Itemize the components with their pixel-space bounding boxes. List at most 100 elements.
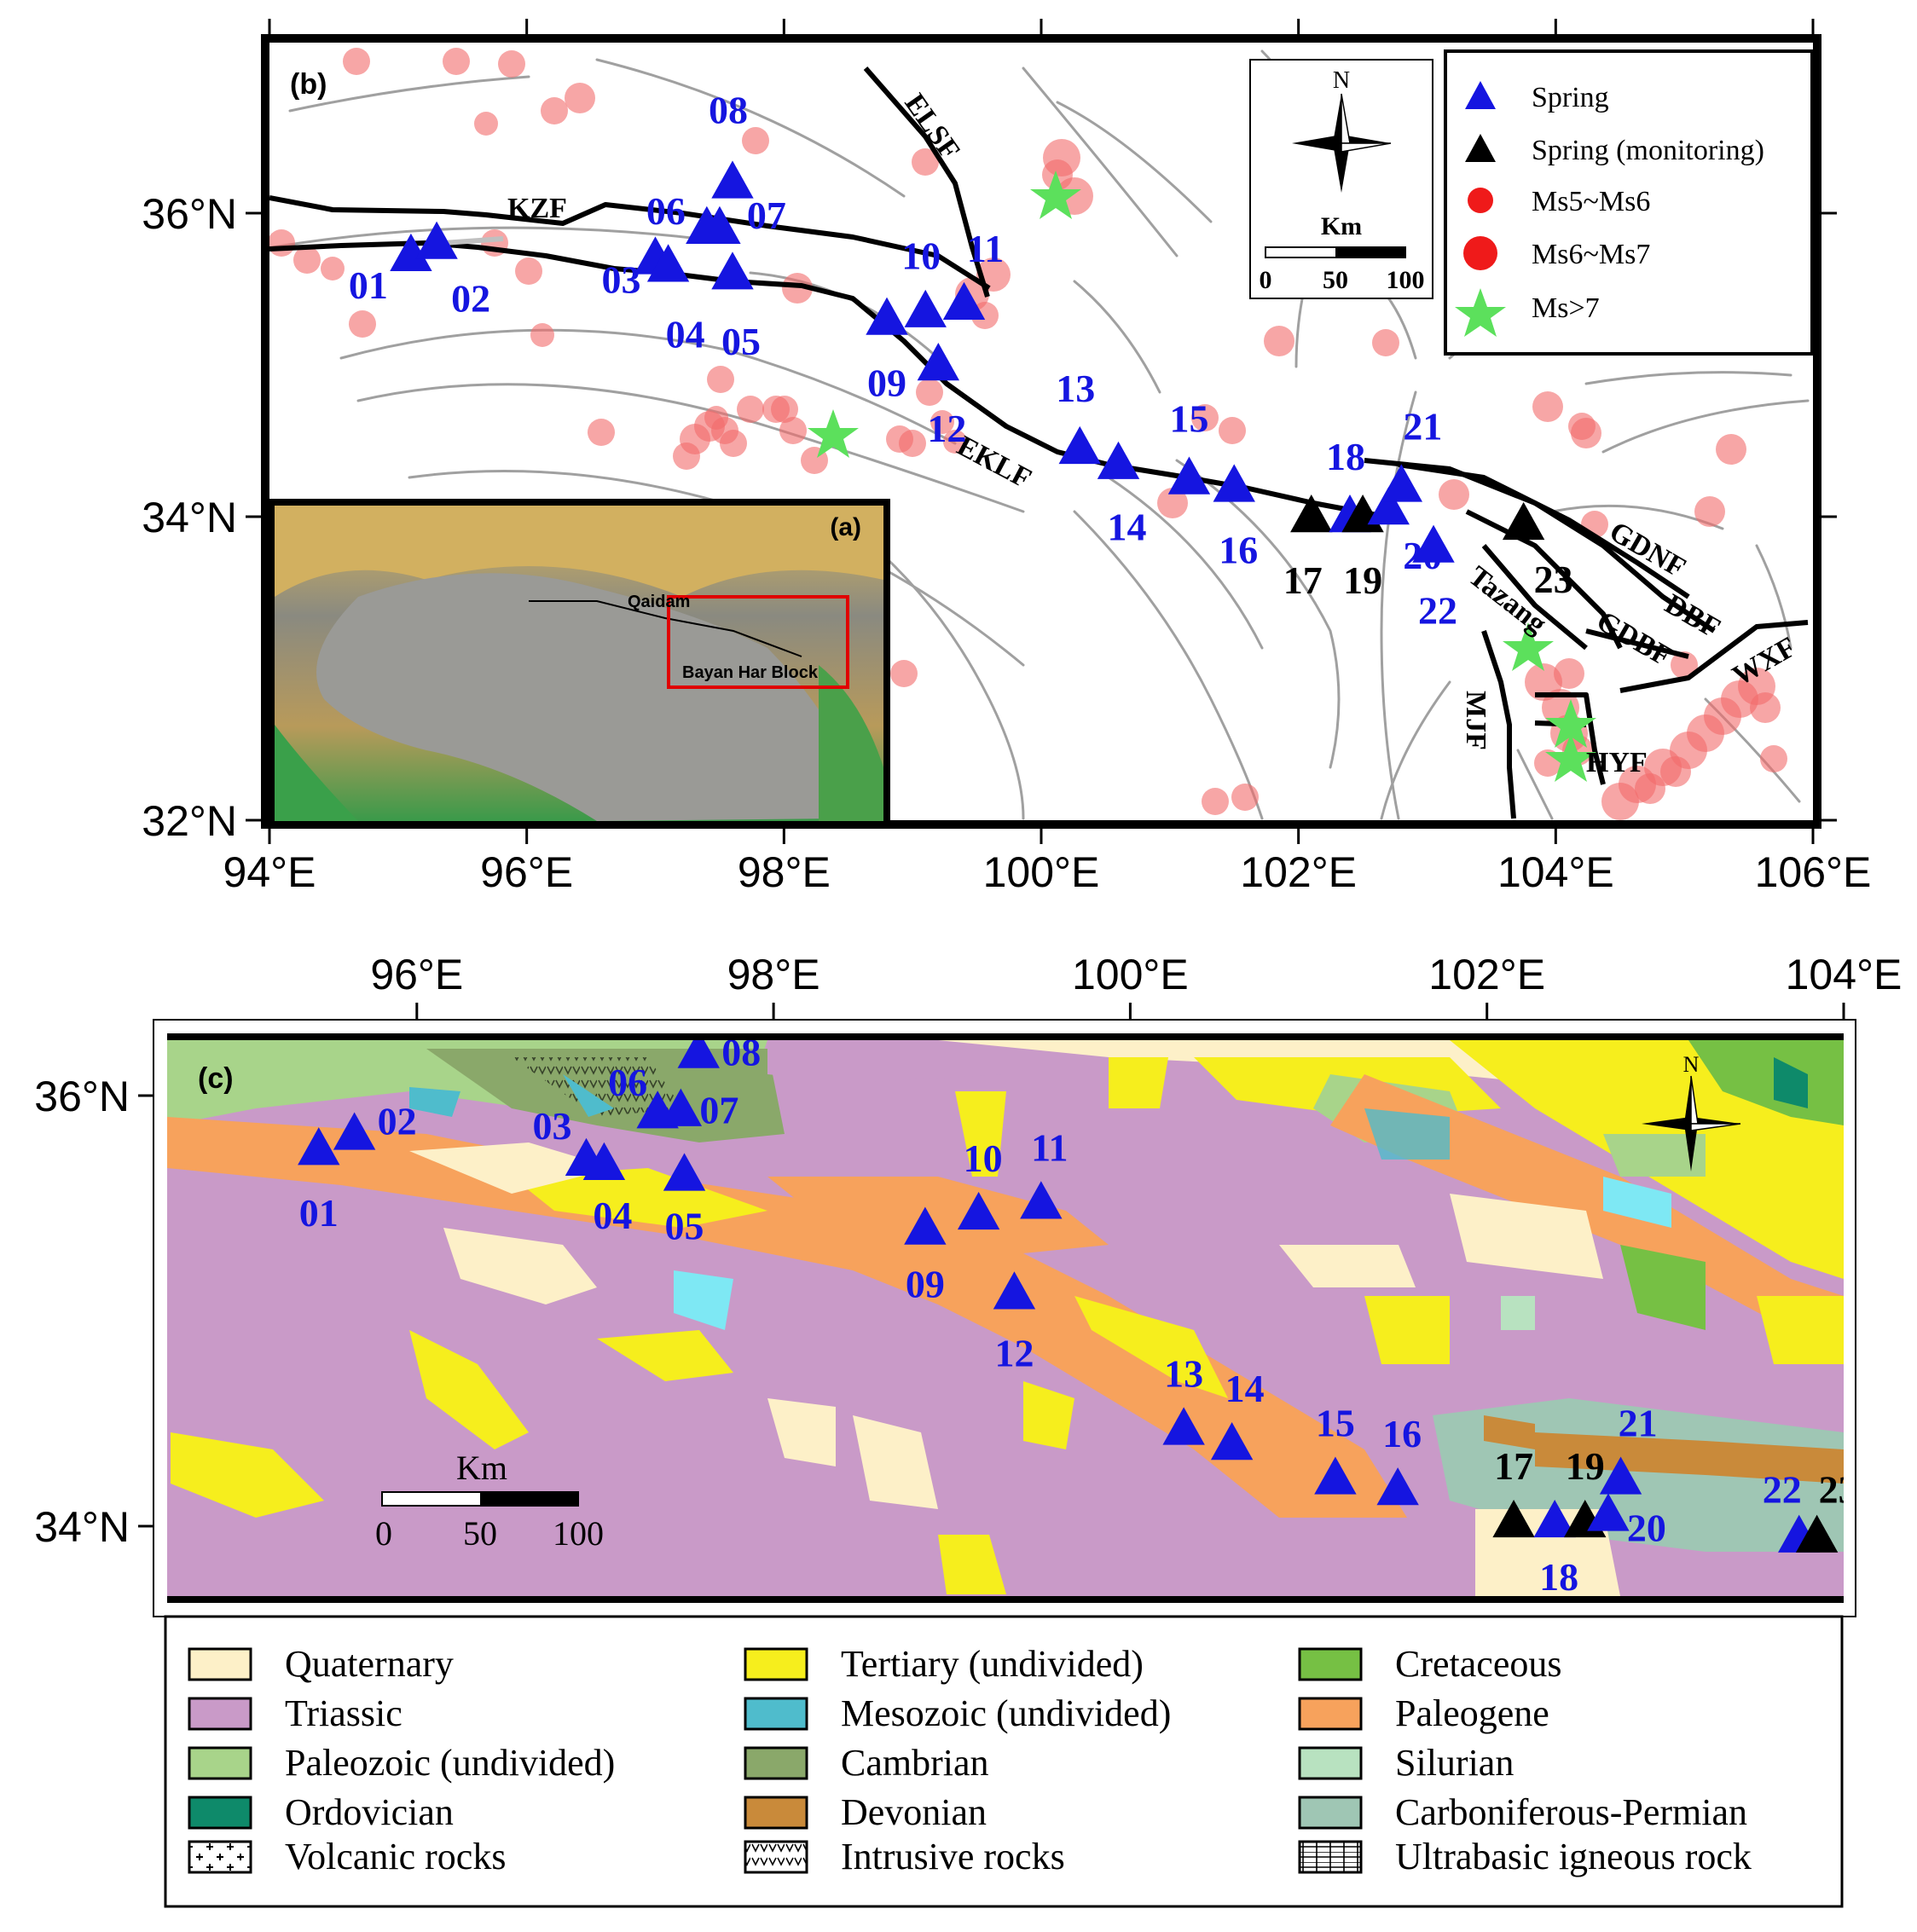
spring-marker	[711, 160, 754, 199]
compass-icon	[1642, 1075, 1741, 1171]
legend-swatch	[1298, 1796, 1363, 1830]
spring-label: 12	[927, 407, 966, 450]
spring-marker	[1058, 425, 1101, 465]
legend-label: Paleozoic (undivided)	[285, 1742, 615, 1784]
spring-marker	[904, 289, 947, 327]
x-tick-label: 100°E	[1072, 951, 1189, 998]
inset-a: (a) Qaidam Bayan Har Block	[268, 499, 890, 824]
spring-label: 10	[964, 1137, 1003, 1180]
ms5-icon	[1468, 188, 1493, 213]
spring-marker	[663, 1153, 706, 1191]
legend-swatch	[188, 1647, 252, 1681]
y-tick-label: 34°N	[34, 1503, 130, 1551]
x-tick-label: 98°E	[738, 848, 831, 896]
scale-c: Km 0 50 100	[375, 1449, 604, 1553]
spring-label: 03	[533, 1104, 572, 1148]
spring-marker	[298, 1127, 340, 1166]
spring-monitoring-icon	[1465, 134, 1496, 162]
spring-label: 13	[1164, 1351, 1203, 1395]
spring-marker	[390, 233, 432, 272]
panel-c: 01 02 03 04 05 06 07 08 09 10 11 12 13 14 15 16 17 18 19 20…	[34, 951, 1902, 1617]
spring-label: 18	[1539, 1555, 1578, 1599]
spring-marker	[1412, 524, 1455, 563]
legend-b: Spring Spring (monitoring) Ms5~Ms6 Ms6~M…	[1444, 49, 1814, 356]
ms7-stars	[808, 171, 1596, 782]
spring-icon	[1465, 81, 1496, 109]
spring-marker	[677, 1040, 720, 1068]
spring-label: 07	[699, 1089, 738, 1132]
spring-label: 23	[1534, 558, 1573, 601]
legend-spring-monitoring: Spring (monitoring)	[1532, 135, 1764, 166]
legend-swatch	[188, 1746, 252, 1780]
legend-label: Cretaceous	[1395, 1643, 1561, 1685]
spring-label: 16	[1219, 528, 1258, 571]
spring-label: 13	[1056, 367, 1095, 410]
y-tick-label: 36°N	[142, 190, 237, 238]
spring-marker	[646, 244, 690, 282]
legend-swatch	[1298, 1840, 1363, 1874]
spring-marker	[1502, 501, 1545, 541]
scale-unit: Km	[456, 1449, 507, 1487]
legend-swatch	[744, 1697, 808, 1731]
spring-label: 01	[299, 1191, 339, 1235]
spring-marker	[415, 221, 458, 259]
legend-swatch	[188, 1697, 252, 1731]
legend-swatch	[188, 1796, 252, 1830]
spring-marker	[957, 1191, 1000, 1230]
spring-label: 15	[1316, 1401, 1355, 1444]
spring-label: 21	[1619, 1401, 1658, 1444]
legend-ms6: Ms6~Ms7	[1532, 239, 1650, 270]
x-tick-label: 98°E	[727, 951, 820, 998]
x-tick-label: 102°E	[1428, 951, 1545, 998]
legend-label: Triassic	[285, 1692, 403, 1734]
legend-swatch	[744, 1796, 808, 1830]
legend-label: Devonian	[841, 1791, 987, 1833]
compass-n: N	[1333, 67, 1350, 94]
spring-label: 08	[721, 1031, 761, 1074]
geology-polygons	[167, 1040, 1844, 1596]
legend-swatch	[744, 1746, 808, 1780]
spring-marker	[1376, 1467, 1419, 1506]
inset-bayan: Bayan Har Block	[682, 663, 819, 682]
spring-label: 19	[1343, 558, 1382, 602]
legend-label: Tertiary (undivided)	[841, 1643, 1144, 1685]
spring-marker	[659, 1088, 703, 1126]
x-tick-label: 104°E	[1786, 951, 1903, 998]
spring-label: 07	[747, 194, 786, 237]
legend-label: Volcanic rocks	[285, 1836, 506, 1877]
spring-label: 05	[721, 320, 761, 363]
compass-icon	[1292, 93, 1392, 193]
spring-marker	[582, 1142, 626, 1180]
spring-label: 01	[349, 263, 388, 307]
spring-marker	[333, 1112, 376, 1150]
spring-label: 16	[1382, 1412, 1422, 1455]
earthquake-epicenters	[269, 48, 1787, 820]
spring-marker	[1492, 1499, 1535, 1538]
scale-0: 0	[1260, 266, 1272, 294]
legend-ms5: Ms5~Ms6	[1532, 186, 1650, 217]
springs-c: 01 02 03 04 05 06 07 08 09 10 11 12 13 14 15 16 17 18 19 20…	[298, 1031, 1844, 1599]
panel-label: (b)	[290, 68, 327, 101]
spring-label: 04	[593, 1194, 632, 1237]
inset-label: (a)	[830, 513, 861, 541]
spring-label: 06	[608, 1061, 647, 1104]
legend-label: Mesozoic (undivided)	[841, 1692, 1171, 1734]
axis-b: 94°E 96°E 98°E 100°E 102°E 104°E 106°E 36°N 34°N…	[142, 19, 1871, 896]
spring-label: 06	[646, 189, 686, 233]
axis-c: 96°E 98°E 100°E 102°E 104°E 36°N 34°N	[34, 951, 1902, 1551]
panel-label: (c)	[198, 1062, 234, 1095]
spring-label: 10	[901, 234, 941, 278]
spring-label: 20	[1627, 1506, 1666, 1549]
ms6-icon	[1463, 236, 1497, 270]
spring-label: 08	[709, 88, 748, 131]
spring-label: 17	[1283, 558, 1323, 602]
spring-marker	[904, 1206, 947, 1245]
spring-marker	[1795, 1514, 1839, 1553]
geology-legend: Quaternary Tertiary (undivided) Cretaceous…	[164, 1615, 1844, 1908]
spring-marker	[1380, 464, 1423, 502]
x-tick-label: 104°E	[1497, 848, 1614, 896]
compass-box: N Km 0 50 100	[1249, 59, 1433, 299]
y-tick-label: 32°N	[142, 797, 237, 845]
spring-marker	[1162, 1407, 1205, 1445]
